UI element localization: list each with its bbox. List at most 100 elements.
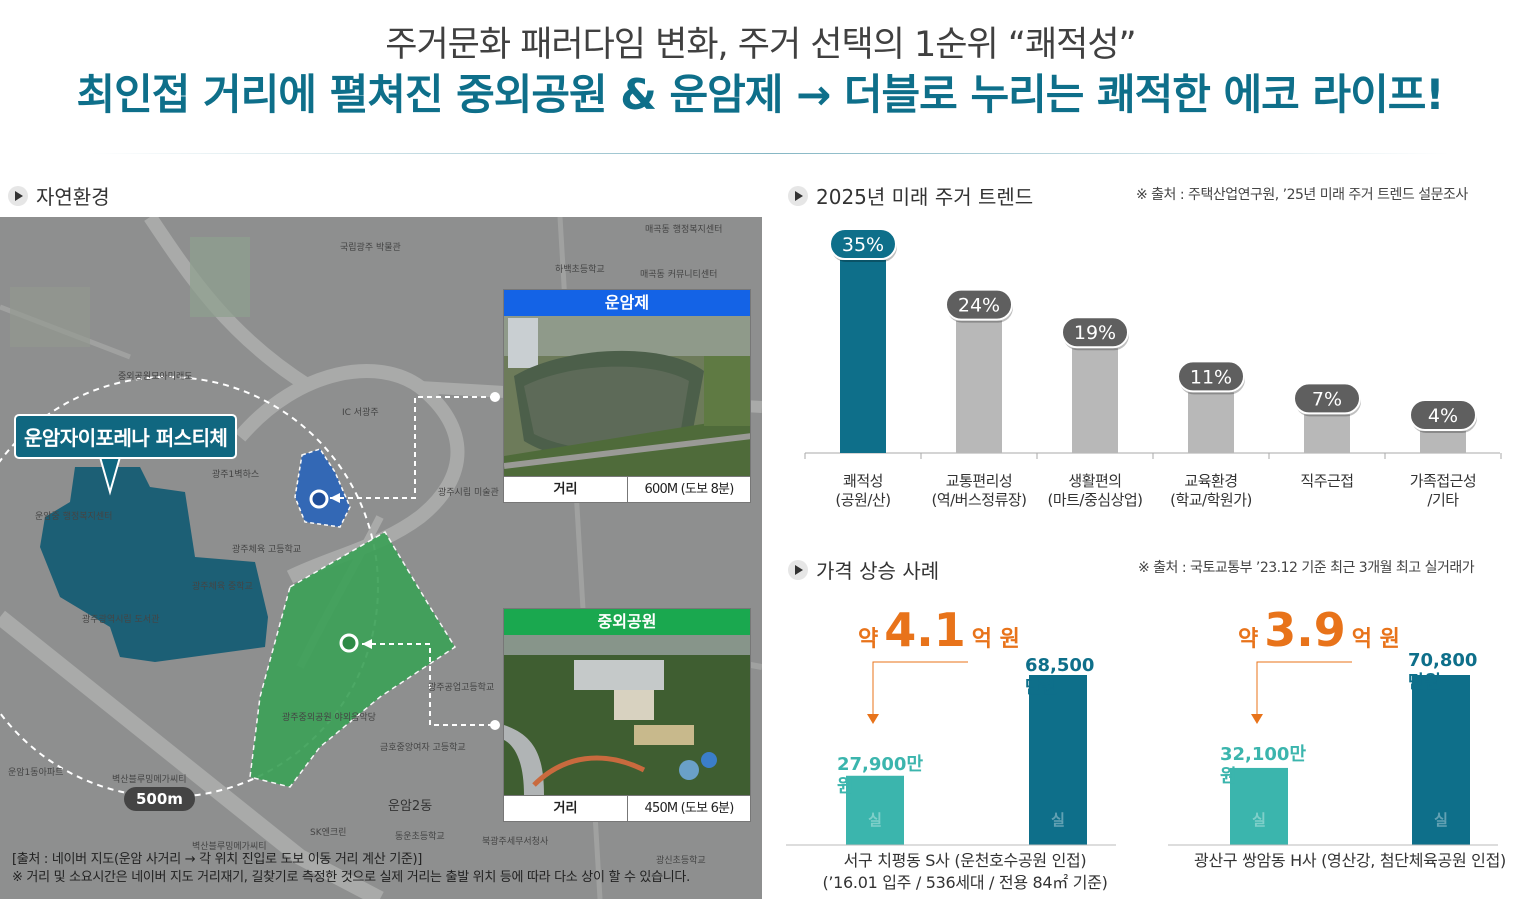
trend-bar — [840, 260, 886, 453]
lake-photo — [504, 316, 750, 476]
distance-label: 거리 — [504, 477, 628, 502]
price-caption-1-main: 서구 치평동 S사 (운천호수공원 인접) — [843, 851, 1087, 870]
map-label: 벽산블루밍메가씨티 — [192, 842, 267, 852]
map-label: 광주중외공원 야외음악당 — [282, 713, 376, 723]
price-bar-inner-text: 실 — [868, 811, 882, 829]
increase-value: 4.1 — [884, 603, 966, 657]
trend-value-pill — [1177, 360, 1245, 393]
section-nature-label: 자연환경 — [36, 185, 110, 209]
map-label: 운암1동아파트 — [8, 768, 64, 778]
map-label: 매곡동 커뮤니티센터 — [640, 270, 718, 280]
map-label: 광주광역시립 도서관 — [82, 615, 160, 625]
price-caption-1: 서구 치평동 S사 (운천호수공원 인접) (’16.01 입주 / 536세대… — [790, 850, 1140, 894]
increase-arrow-line — [872, 661, 968, 714]
complex-name-bubble: 운암자이포레나 퍼스티체 — [14, 414, 238, 459]
trend-value-pill — [1293, 382, 1361, 415]
map-label: 국립광주 박물관 — [340, 243, 401, 253]
increase-arrow-line — [1256, 661, 1352, 714]
map-label-dong: 운암2동 — [388, 799, 433, 814]
section-nature: 자연환경 — [8, 181, 110, 210]
map-label: 동운초등학교 — [395, 832, 445, 842]
price-caption-2: 광산구 쌍암동 H사 (영산강, 첨단체육공원 인접) — [1194, 851, 1506, 870]
trend-bar — [956, 320, 1002, 453]
map-label: 광주1벽하스 — [212, 470, 260, 480]
map-label: 매곡동 행정복지센터 — [645, 225, 723, 235]
trend-bar — [1420, 430, 1466, 453]
increase-label-1: 약 4.1 억 원 — [858, 603, 1020, 657]
play-bullet-icon — [788, 559, 808, 580]
increase-suffix: 억 원 — [1351, 627, 1400, 652]
price-bar-inner-text: 실 — [1434, 811, 1448, 829]
map-label: 금호중앙여자 고등학교 — [380, 743, 466, 753]
card-lake-title: 운암제 — [504, 290, 750, 316]
price-bar-before — [1230, 767, 1288, 845]
increase-prefix: 약 — [858, 627, 879, 652]
map-label: 광주체육 고등학교 — [232, 545, 302, 555]
map-label: 하백초등학교 — [555, 265, 605, 275]
header-title: 최인접 거리에 펼쳐진 중외공원 & 운암제 → 더블로 누리는 쾌적한 에코 … — [76, 70, 1444, 119]
card-park: 중외공원 거리 450M (도보 6분) — [503, 608, 751, 822]
trend-value-pill — [1061, 316, 1129, 349]
card-lake: 운암제 거리 600M (도보 8분) — [503, 289, 751, 503]
price-caption-1-sub: (’16.01 입주 / 536세대 / 전용 84㎡ 기준) — [822, 873, 1108, 892]
increase-value: 3.9 — [1264, 603, 1346, 657]
increase-label-2: 약 3.9 억 원 — [1238, 603, 1400, 657]
header-divider — [90, 153, 1450, 154]
trend-category-label: 생활편의 (마트/중심상업) — [1047, 472, 1143, 509]
trend-value-pill — [945, 288, 1013, 321]
price-bar-inner-text: 실 — [1051, 811, 1065, 829]
trend-category-label: 가족접근성 /기타 — [1409, 472, 1477, 509]
distance-value: 600M (도보 8분) — [644, 482, 735, 497]
trend-value-label: 19% — [1074, 322, 1116, 344]
map-label: IC 서광주 — [342, 408, 379, 418]
trend-chart: 35% 24% 19% 11% 7% 4% — [804, 228, 1502, 459]
map-label: SK엔크린 — [310, 828, 347, 838]
price-after-label: 70,800 만원 — [1408, 650, 1478, 693]
increase-arrow-head — [1251, 714, 1263, 724]
price-before-label: 27,900만 원 — [837, 754, 924, 797]
increase-suffix: 억 원 — [971, 627, 1020, 652]
price-bar-after — [1029, 675, 1087, 845]
trend-value-label: 35% — [842, 234, 884, 256]
increase-prefix: 약 — [1238, 627, 1259, 652]
trend-value-pill — [829, 228, 897, 260]
distance-value: 450M (도보 6분) — [644, 801, 735, 816]
section-price-label: 가격 상승 사례 — [816, 559, 940, 583]
trend-value-pill — [1409, 398, 1477, 431]
park-photo — [504, 635, 750, 795]
map-label: 광주체육 중학교 — [192, 582, 253, 592]
trend-value-label: 7% — [1312, 388, 1342, 410]
map-footnotes: [출처 : 네이버 지도(운암 사거리 → 각 위치 진입로 도보 이동 거리 … — [12, 851, 690, 887]
map-label: 북광주세무서청사 — [482, 837, 549, 847]
price-before-label: 32,100만 원 — [1220, 744, 1307, 787]
trend-category-label: 쾌적성 (공원/산) — [835, 472, 891, 509]
map-footnote-disclaimer: ※ 거리 및 소요시간은 네이버 지도 거리재기, 길찾기로 측정한 것으로 실… — [12, 870, 690, 885]
map-label: 중외공원모아미래도 — [118, 372, 193, 382]
scale-badge: 500m — [124, 787, 195, 811]
map-label: 운암중 행정복지센터 — [35, 512, 113, 522]
map-label: 광신초등학교 — [656, 856, 706, 866]
card-park-distance: 거리 450M (도보 6분) — [504, 795, 750, 821]
play-bullet-icon — [788, 185, 808, 206]
trend-category-label: 교통편리성 (역/버스정류장) — [931, 472, 1027, 509]
section-trend-label: 2025년 미래 주거 트렌드 — [816, 185, 1034, 209]
map-footnote-source: [출처 : 네이버 지도(운암 사거리 → 각 위치 진입로 도보 이동 거리 … — [12, 852, 423, 867]
trend-value-label: 4% — [1428, 405, 1458, 427]
section-trend: 2025년 미래 주거 트렌드 — [788, 181, 1033, 210]
trend-bar — [1188, 392, 1234, 453]
price-source: ※ 출처 : 국토교통부 ’23.12 기준 최근 3개월 최고 실거래가 — [1138, 560, 1475, 576]
play-bullet-icon — [8, 185, 28, 206]
trend-bar — [1072, 348, 1118, 453]
card-lake-distance: 거리 600M (도보 8분) — [504, 476, 750, 502]
trend-category-label: 교육환경 (학교/학원가) — [1170, 472, 1252, 509]
trend-bar — [1304, 414, 1350, 453]
section-price: 가격 상승 사례 — [788, 555, 939, 584]
header-subtitle: 주거문화 패러다임 변화, 주거 선택의 1순위 “쾌적성” — [385, 25, 1136, 65]
trend-category-label: 직주근접 — [1300, 472, 1354, 490]
price-after-label: 68,500 만원 — [1025, 655, 1095, 698]
map-graphic — [0, 217, 762, 899]
trend-source: ※ 출처 : 주택산업연구원, ’25년 미래 주거 트렌드 설문조사 — [1136, 187, 1468, 203]
trend-value-label: 24% — [958, 295, 1000, 317]
